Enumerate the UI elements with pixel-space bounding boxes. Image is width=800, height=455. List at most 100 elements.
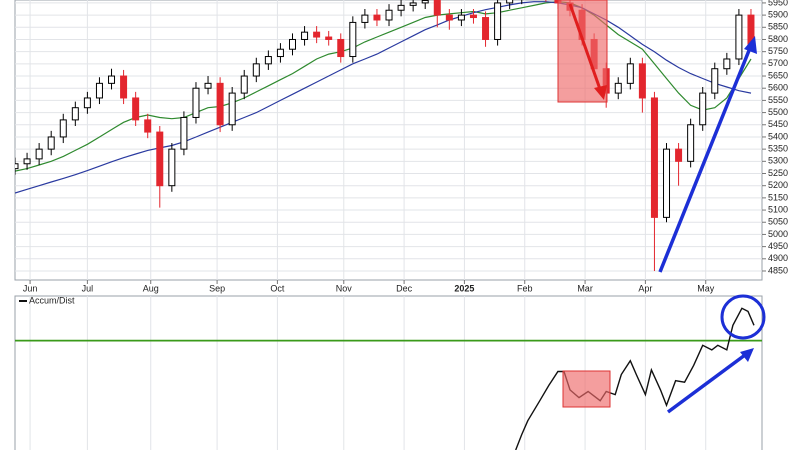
candle-body (15, 163, 19, 170)
candle-body (506, 0, 514, 4)
y-tick-label: 5700 (768, 58, 788, 68)
x-tick-label: Mar (577, 283, 593, 293)
x-tick-label: May (697, 283, 715, 293)
up-arrow (666, 353, 747, 414)
candle-body (445, 14, 453, 21)
y-tick-label: 5500 (768, 107, 788, 117)
y-tick-label: 5050 (768, 217, 788, 227)
highlight-box (562, 370, 611, 408)
legend-label: Accum/Dist (29, 295, 75, 305)
candle-body (723, 58, 731, 70)
candle-body (59, 119, 67, 138)
candle-body (144, 119, 152, 133)
candle-body (482, 17, 490, 40)
y-tick-label: 5200 (768, 180, 788, 190)
candle-body (240, 75, 248, 94)
candle-body (675, 148, 683, 162)
axes: 4850 4900 4950 5000 5050 5100 5150 5200 5250 5300… (23, 0, 788, 293)
candle-body (108, 75, 116, 84)
indicator-line (515, 307, 755, 450)
candle-body (421, 0, 429, 4)
candle-body (397, 4, 405, 11)
x-tick-label: Jul (82, 283, 94, 293)
price-plot (15, 0, 762, 280)
y-tick-label: 5100 (768, 204, 788, 214)
candle-body (288, 38, 296, 50)
candle-body (264, 56, 272, 65)
arrow-head (744, 36, 757, 54)
candle-body (204, 82, 212, 89)
candle-body (23, 158, 31, 165)
candle-body (168, 148, 176, 187)
candle-body (614, 82, 622, 94)
arrow-head (594, 85, 607, 100)
candle-body (192, 87, 200, 118)
candle-body (71, 107, 79, 121)
x-tick-label: Sep (209, 283, 225, 293)
y-tick-label: 5650 (768, 70, 788, 80)
candle-body (663, 148, 671, 218)
y-tick-label: 5950 (768, 0, 788, 7)
candle-body (252, 63, 260, 77)
candle-body (361, 14, 369, 23)
y-tick-label: 5450 (768, 119, 788, 129)
x-tick-label: Nov (336, 283, 353, 293)
y-tick-label: 5850 (768, 22, 788, 32)
candle-body (494, 2, 502, 40)
x-tick-label: Feb (517, 283, 533, 293)
y-tick-label: 4850 (768, 265, 788, 275)
candle-body (349, 21, 357, 58)
candle-body (638, 63, 646, 99)
candle-body (276, 48, 284, 58)
candle-body (457, 14, 465, 21)
up-arrow (658, 47, 752, 273)
candle-body (301, 31, 309, 40)
y-tick-label: 5900 (768, 9, 788, 19)
y-tick-label: 4950 (768, 241, 788, 251)
x-tick-label: Oct (270, 283, 285, 293)
candle-body (699, 92, 707, 126)
candle-body (180, 116, 188, 150)
candle-body (132, 97, 140, 121)
candle-body (469, 14, 477, 19)
indicator-plot (15, 296, 762, 450)
price-panel (14, 0, 763, 281)
arrow-head (740, 348, 754, 362)
x-tick-label: Apr (638, 283, 652, 293)
annotations (557, 0, 766, 414)
moving-average (15, 1, 752, 194)
y-tick-label: 5300 (768, 156, 788, 166)
candle-body (120, 75, 128, 99)
y-tick-label: 5800 (768, 34, 788, 44)
candle-body (228, 92, 236, 126)
candle-body (687, 124, 695, 162)
y-tick-label: 5550 (768, 95, 788, 105)
candle-body (83, 97, 91, 109)
candle-body (735, 14, 743, 60)
candle-body (650, 97, 658, 218)
x-tick-label: Jun (23, 283, 38, 293)
y-tick-label: 5000 (768, 229, 788, 239)
candle-body (373, 14, 381, 21)
x-tick-label: Aug (143, 283, 159, 293)
candle-body (337, 38, 345, 58)
candle-body (626, 63, 634, 84)
candle-body (47, 136, 55, 150)
candle-body (325, 36, 333, 40)
y-tick-label: 5250 (768, 168, 788, 178)
candle-body (711, 68, 719, 94)
y-tick-label: 5150 (768, 192, 788, 202)
highlight-circle (720, 294, 766, 340)
candle-body (156, 131, 164, 187)
candle-body (35, 148, 43, 160)
y-tick-label: 4900 (768, 253, 788, 263)
x-tick-label: Dec (396, 283, 413, 293)
candle-body (95, 82, 103, 99)
y-tick-label: 5600 (768, 83, 788, 93)
candle-body (433, 0, 441, 16)
candle-body (385, 9, 393, 21)
y-tick-label: 5350 (768, 144, 788, 154)
y-tick-label: 5400 (768, 131, 788, 141)
down-arrow (568, 3, 603, 93)
